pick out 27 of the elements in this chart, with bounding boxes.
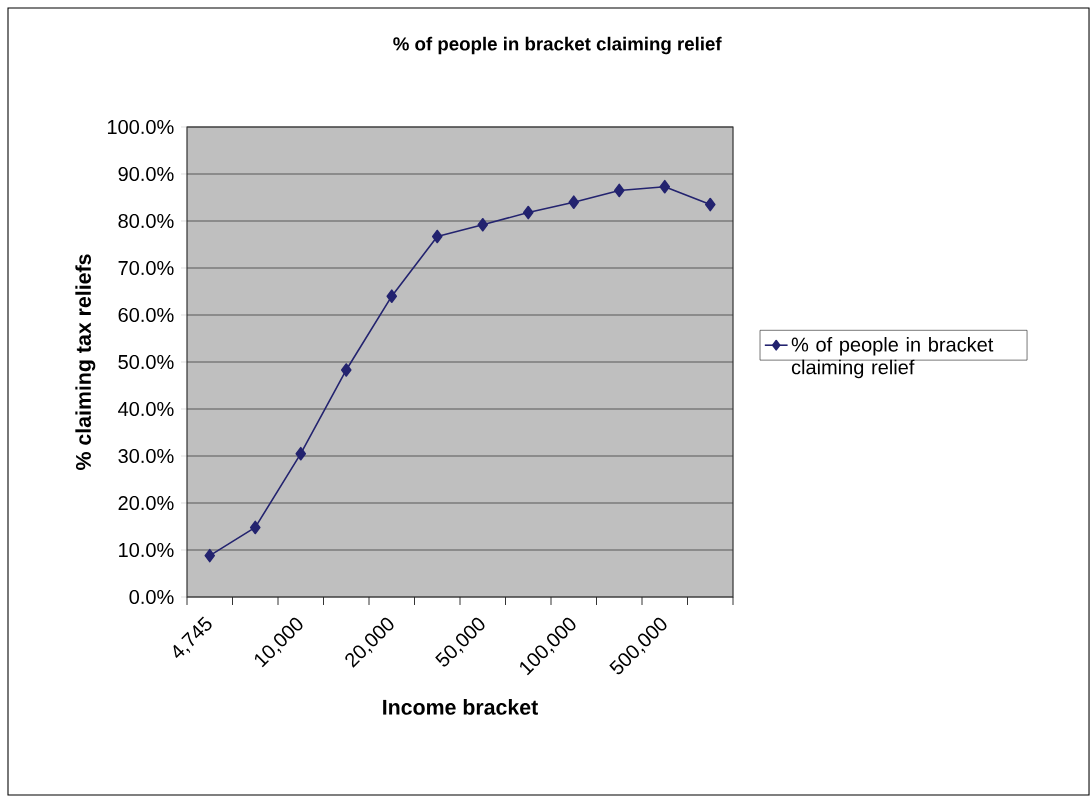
point [659, 179, 671, 194]
y-tick-label: 20.0% [118, 495, 174, 511]
y-tick-label: 10.0% [119, 542, 174, 558]
point [568, 195, 580, 209]
y-tick-label: 60.0% [118, 307, 174, 323]
point [249, 520, 261, 535]
y-tick-label: 40.0% [118, 401, 174, 417]
point [340, 363, 352, 377]
legend-label: % of people in bracket claiming relief [791, 336, 994, 379]
point [204, 548, 216, 563]
point [613, 183, 625, 198]
y-tick-label: 70.0% [118, 260, 174, 276]
y-tick-label: 30.0% [118, 448, 174, 464]
point [704, 197, 716, 212]
point [386, 289, 398, 303]
chart-title: % of people in bracket claiming relief [393, 36, 722, 55]
point [295, 446, 307, 461]
point [477, 217, 489, 232]
point [522, 205, 534, 220]
y-tick-label: 100.0% [107, 119, 174, 135]
y-axis-title: % claiming tax reliefs [75, 254, 96, 470]
y-tick-label: 50.0% [118, 354, 174, 370]
y-tick-label: 80.0% [118, 213, 174, 229]
point [431, 229, 443, 244]
y-tick-label: 90.0% [118, 166, 174, 182]
x-axis-title: Income bracket [383, 699, 538, 715]
y-tick-label: 0.0% [129, 589, 174, 605]
